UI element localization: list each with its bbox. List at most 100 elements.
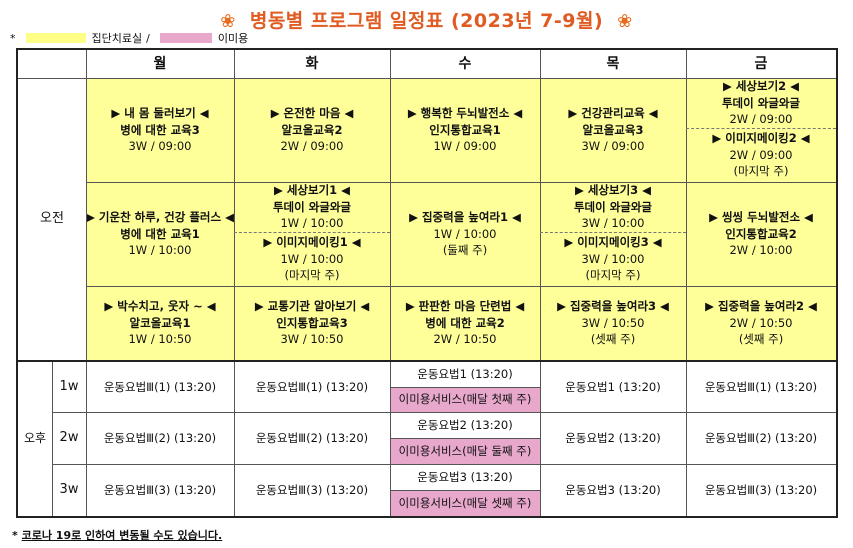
program-note: (셋째 주) [590,332,636,347]
program-title: ▶ 세상보기1 ◀ [273,183,351,197]
program-time: 1W / 10:00 [280,251,344,266]
pm-tue-cell: 운동요법Ⅲ(3) (13:20) [234,464,390,516]
program-title: ▶ 박수치고, 웃자 ~ ◀ [104,298,216,313]
beauty-service-cell: 이미용서비스(매달 셋째 주) [390,490,540,516]
program-title: ▶ 이미지메이킹1 ◀ [263,234,361,249]
ward-label: 3w [52,464,86,516]
grid-line [18,78,836,79]
grid-line [390,50,391,516]
program-sub: 알코올교육1 [129,315,191,330]
program-time: 2W / 10:50 [433,332,497,347]
program-note: (마지막 주) [585,268,641,283]
program-time: 3W / 10:50 [581,315,645,330]
program-title: ▶ 집중력을 높여라3 ◀ [557,298,669,313]
beauty-service-cell: 이미용서비스(매달 첫째 주) [390,387,540,412]
program-title: ▶ 온전한 마음 ◀ [270,105,354,120]
pm-label: 오후 [18,362,52,516]
program-time: 2W / 09:00 [729,112,793,127]
am1-fri-b-cell: ▶ 이미지메이킹2 ◀ 2W / 09:00 (마지막 주) [686,128,836,182]
program-title: ▶ 씽씽 두뇌발전소 ◀ [709,209,813,224]
am2-fri-cell: ▶ 씽씽 두뇌발전소 ◀ 인지통합교육2 2W / 10:00 [686,182,836,286]
program-sub: 인지통합교육3 [276,315,348,330]
am3-wed-cell: ▶ 판판한 마음 단련법 ◀ 병에 대한 교육2 2W / 10:50 [390,286,540,360]
pm-tue-cell: 운동요법Ⅲ(2) (13:20) [234,412,390,464]
program-sub: 투데이 와글와글 [272,199,352,214]
grid-line [390,490,540,491]
am1-fri-a-cell: ▶ 세상보기2 ◀ 투데이 와글와글 2W / 09:00 [686,78,836,128]
am2-tue-a-cell: ▶ 세상보기1 ◀ 투데이 와글와글 1W / 10:00 [234,182,390,232]
pm-mon-cell: 운동요법Ⅲ(2) (13:20) [86,412,234,464]
program-sub: 투데이 와글와글 [573,199,653,214]
program-time: 1W / 10:00 [433,226,497,241]
legend-group-label: 집단치료실 [91,32,143,45]
am2-thu-a-cell: ▶ 세상보기3 ◀ 투데이 와글와글 3W / 10:00 [540,182,686,232]
footnote: * 코로나 19로 인하여 변동될 수도 있습니다. [12,527,222,543]
program-time: 3W / 10:00 [581,251,645,266]
program-title: ▶ 기운찬 하루, 건강 플러스 ◀ [86,209,234,224]
day-header-fri: 금 [686,50,836,78]
grid-line [390,438,540,439]
ward-label: 1w [52,362,86,412]
program-title: ▶ 건강관리교육 ◀ [568,105,658,120]
grid-line [86,182,836,183]
am3-thu-cell: ▶ 집중력을 높여라3 ◀ 3W / 10:50 (셋째 주) [540,286,686,360]
ward-label: 2w [52,412,86,464]
program-note: (둘째 주) [442,243,488,258]
program-title: ▶ 행복한 두뇌발전소 ◀ [407,105,523,120]
program-sub: 병에 대한 교육2 [425,315,505,330]
program-note: (셋째 주) [738,332,784,347]
page-title: ❀ 병동별 프로그램 일정표 (2023년 7-9월) ❀ [0,6,853,33]
grid-line [390,387,540,388]
legend-swatch-beauty [159,33,212,43]
day-header-wed: 수 [390,50,540,78]
program-title: ▶ 집중력을 높여라1 ◀ [409,209,521,224]
grid-line [234,232,390,233]
pm-tue-cell: 운동요법Ⅲ(1) (13:20) [234,362,390,412]
grid-line [540,232,686,233]
pm-thu-cell: 운동요법3 (13:20) [540,464,686,516]
program-time: 2W / 10:50 [729,315,793,330]
program-sub: 인지통합교육1 [429,122,501,137]
schedule-table: 월 화 수 목 금 오전 ▶ 내 몸 둘러보기 ◀ 병에 대한 교육3 3W /… [16,48,838,518]
program-time: 3W / 10:50 [280,332,344,347]
program-title: ▶ 세상보기3 ◀ [574,183,652,197]
flower-icon: ❀ [617,11,633,32]
grid-line [52,464,836,465]
program-time: 3W / 09:00 [128,139,192,154]
program-note: (마지막 주) [284,268,340,283]
program-title: ▶ 집중력을 높여라2 ◀ [705,298,817,313]
day-header-tue: 화 [234,50,390,78]
legend-bullet: * [10,31,16,45]
flower-icon: ❀ [220,11,236,32]
program-time: 2W / 09:00 [729,147,793,162]
pm-thu-cell: 운동요법2 (13:20) [540,412,686,464]
am-label: 오전 [18,78,86,360]
pm-fri-cell: 운동요법Ⅲ(1) (13:20) [686,362,836,412]
pm-fri-cell: 운동요법Ⅲ(2) (13:20) [686,412,836,464]
program-sub: 투데이 와글와글 [721,95,801,110]
title-text: 병동별 프로그램 일정표 (2023년 7-9월) [249,10,604,32]
program-title: ▶ 이미지메이킹3 ◀ [564,234,662,249]
program-time: 1W / 09:00 [433,139,497,154]
pm-mon-cell: 운동요법Ⅲ(3) (13:20) [86,464,234,516]
program-sub: 알코올교육3 [582,122,644,137]
am1-wed-cell: ▶ 행복한 두뇌발전소 ◀ 인지통합교육1 1W / 09:00 [390,78,540,182]
pm-mon-cell: 운동요법Ⅲ(1) (13:20) [86,362,234,412]
day-header-mon: 월 [86,50,234,78]
program-note: (마지막 주) [733,164,789,179]
program-time: 1W / 10:00 [128,243,192,258]
am1-tue-cell: ▶ 온전한 마음 ◀ 알코올교육2 2W / 09:00 [234,78,390,182]
program-title: ▶ 내 몸 둘러보기 ◀ [111,105,209,120]
program-title: ▶ 세상보기2 ◀ [722,79,800,93]
am3-fri-cell: ▶ 집중력을 높여라2 ◀ 2W / 10:50 (셋째 주) [686,286,836,360]
grid-line [540,50,541,516]
am3-tue-cell: ▶ 교통기관 알아보기 ◀ 인지통합교육3 3W / 10:50 [234,286,390,360]
am2-wed-cell: ▶ 집중력을 높여라1 ◀ 1W / 10:00 (둘째 주) [390,182,540,286]
legend-separator: / [146,31,150,45]
legend-beauty-label: 이미용 [217,32,249,45]
grid-line [686,128,836,129]
pm-wed-cell: 운동요법2 (13:20) [390,412,540,438]
program-title: ▶ 판판한 마음 단련법 ◀ [405,298,525,313]
program-time: 2W / 09:00 [280,139,344,154]
program-time: 3W / 09:00 [581,139,645,154]
